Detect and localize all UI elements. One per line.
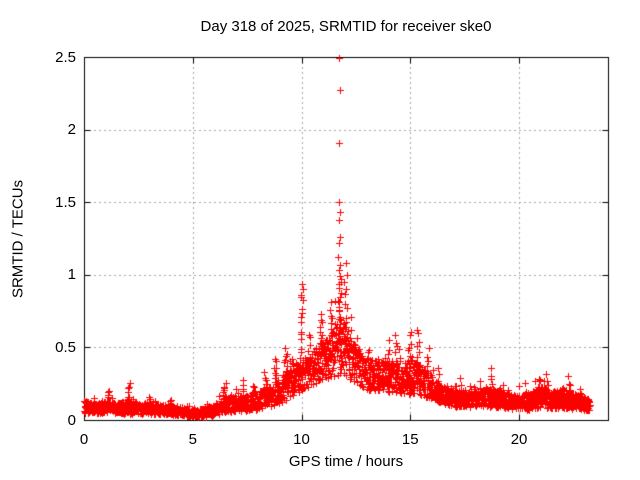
x-tick-label: 15 [401, 431, 419, 448]
x-tick-label: 10 [293, 431, 310, 448]
y-tick-label: 1.5 [55, 193, 76, 211]
y-tick-label: 2.5 [55, 48, 76, 66]
chart-title: Day 318 of 2025, SRMTID for receiver ske… [200, 18, 492, 35]
x-axis-label: GPS time / hours [288, 453, 404, 470]
x-tick-label: 20 [510, 431, 528, 448]
y-tick-label: 0.5 [55, 338, 76, 356]
y-tick-label: 1 [67, 266, 76, 284]
y-tick-label: 2 [67, 121, 76, 139]
y-tick-label: 0 [67, 411, 76, 429]
x-tick-label: 5 [188, 431, 197, 448]
x-tick-label: 0 [79, 431, 89, 448]
